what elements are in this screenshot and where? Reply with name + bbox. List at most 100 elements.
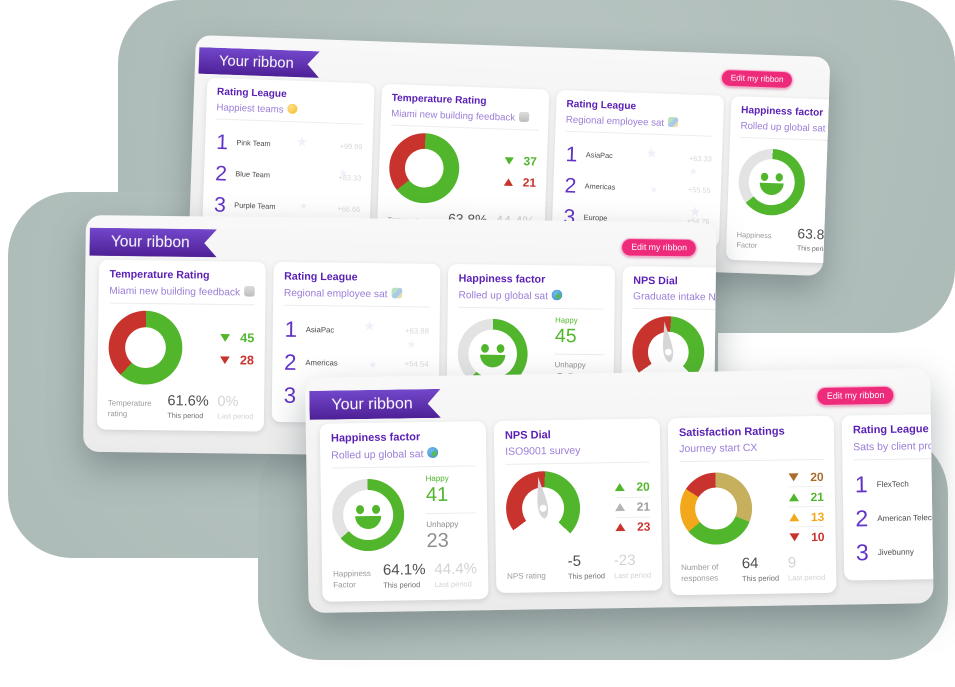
satisfaction-ratings-card: Satisfaction Ratings Journey start CX 20… bbox=[667, 415, 837, 596]
nps-dial-card: NPS Dial ISO9001 survey 20 21 23 NPS rat bbox=[493, 418, 663, 594]
ribbon-banner: Your ribbon bbox=[89, 228, 217, 258]
metric-label: Number of responses bbox=[680, 562, 719, 583]
ribbon-banner: Your ribbon bbox=[309, 389, 441, 420]
team-score: +66.66 bbox=[337, 204, 361, 214]
card-title: Rating League bbox=[216, 86, 287, 100]
happy-label: Happy bbox=[425, 473, 449, 484]
divider bbox=[853, 457, 934, 461]
temperature-rating-card: Temperature Rating Miami new building fe… bbox=[96, 259, 266, 432]
gauge-chart bbox=[505, 470, 581, 546]
league-row: 1 AsiaPac +63.88 bbox=[283, 312, 429, 347]
edit-ribbon-button[interactable]: Edit my ribbon bbox=[721, 69, 794, 89]
card-title: Rating League bbox=[284, 270, 358, 284]
card-subtitle: Happiest teams bbox=[216, 102, 284, 116]
dashboard-panel-front: Your ribbon Edit my ribbon Happiness fac… bbox=[305, 368, 934, 613]
divider bbox=[740, 136, 831, 143]
legend-value: 21 bbox=[636, 499, 651, 514]
this-period-label: This period bbox=[383, 580, 421, 590]
divider bbox=[390, 124, 538, 131]
card-title: Happiness factor bbox=[740, 104, 824, 119]
happy-label: Happy bbox=[555, 315, 578, 325]
card-subtitle: Regional employee sat bbox=[565, 114, 665, 129]
smiley-donut-chart bbox=[331, 477, 405, 552]
unhappy-label: Unhappy bbox=[554, 360, 586, 370]
league-row: 1 AsiaPac +63.33 bbox=[564, 138, 712, 174]
team-name: Blue Team bbox=[235, 169, 271, 179]
unhappy-label: Unhappy bbox=[426, 519, 459, 530]
this-period-label: This period bbox=[741, 573, 780, 584]
legend-value: 28 bbox=[239, 352, 255, 368]
this-period-value: 61.6% bbox=[167, 392, 209, 410]
metric-label: Happiness Factor bbox=[333, 569, 371, 590]
card-title: Rating League bbox=[566, 98, 637, 113]
league-row: 1 Pink Team +99.99 bbox=[215, 126, 363, 162]
rank-number: 1 bbox=[565, 141, 578, 167]
team-name: Jivebunny bbox=[877, 546, 914, 557]
divider bbox=[283, 304, 430, 308]
rating-league-card: Rating League Sats by client project ★★★… bbox=[841, 412, 934, 581]
card-subtitle: ISO9001 survey bbox=[505, 444, 581, 458]
rank-number: 1 bbox=[284, 316, 298, 342]
card-subtitle: Miami new building feedback bbox=[390, 108, 516, 124]
nps-dial-card: NPS Dial Graduate intake NPS 9 5 11 bbox=[621, 266, 717, 408]
trend-down-icon bbox=[219, 355, 230, 364]
trend-up-icon bbox=[788, 492, 799, 501]
divider bbox=[458, 306, 604, 310]
team-name: AsiaPac bbox=[305, 324, 335, 334]
this-period-value: -5 bbox=[567, 552, 582, 570]
trend-up-icon bbox=[789, 512, 800, 521]
last-period-label: Last period bbox=[434, 579, 472, 589]
card-subtitle: Miami new building feedback bbox=[109, 285, 241, 299]
team-name: American Telecom bbox=[877, 512, 934, 523]
team-score: +99.99 bbox=[339, 141, 363, 151]
rank-number: 2 bbox=[214, 160, 228, 186]
rank-number: 2 bbox=[283, 349, 297, 375]
smiley-icon bbox=[748, 158, 796, 206]
card-subtitle: Rolled up global sat bbox=[458, 289, 549, 303]
edit-ribbon-button[interactable]: Edit my ribbon bbox=[816, 385, 895, 406]
building-emoji-icon bbox=[518, 111, 530, 123]
smiley-donut-chart bbox=[737, 147, 807, 216]
edit-ribbon-button[interactable]: Edit my ribbon bbox=[621, 238, 697, 258]
card-subtitle: Rolled up global sat bbox=[331, 448, 424, 462]
unhappy-value: 23 bbox=[426, 529, 449, 553]
donut-chart bbox=[679, 471, 753, 545]
card-subtitle: Journey start CX bbox=[679, 441, 758, 456]
legend-value: 21 bbox=[522, 175, 537, 190]
card-row: Happiness factor Rolled up global sat Ha… bbox=[319, 412, 934, 602]
league-row: 2 Americas +55.55 bbox=[563, 169, 711, 205]
metric-label: Temperature rating bbox=[107, 398, 152, 418]
team-score: +83.33 bbox=[338, 173, 362, 183]
team-name: Pink Team bbox=[236, 138, 271, 148]
last-period-value: 44.4% bbox=[434, 560, 478, 578]
rank-number: 3 bbox=[213, 192, 227, 217]
globe-emoji-icon bbox=[551, 289, 563, 301]
trend-up-icon bbox=[615, 522, 626, 532]
needle-icon bbox=[537, 476, 549, 519]
globe-emoji-icon bbox=[427, 446, 439, 459]
card-title: Temperature Rating bbox=[109, 268, 210, 282]
card-title: Happiness factor bbox=[330, 431, 421, 445]
trend-down-icon bbox=[220, 333, 231, 342]
team-name: AsiaPac bbox=[585, 150, 613, 160]
divider bbox=[505, 461, 650, 465]
smiley-icon bbox=[343, 489, 394, 540]
last-period-value: 9 bbox=[787, 554, 797, 572]
card-row: Temperature Rating Miami new building fe… bbox=[96, 259, 717, 438]
trend-up-icon bbox=[614, 482, 625, 492]
legend-value: 45 bbox=[240, 330, 255, 346]
legend-value: 23 bbox=[636, 519, 651, 534]
donut-chart bbox=[108, 310, 183, 385]
league-row: 2 Americas +54.54 bbox=[283, 345, 429, 380]
card-title: Happiness factor bbox=[458, 272, 546, 286]
this-period-label: This period bbox=[167, 410, 204, 421]
metric-label: Happiness Factor bbox=[736, 230, 772, 250]
star-struck-emoji-icon bbox=[287, 103, 298, 115]
team-score: +63.88 bbox=[404, 326, 430, 336]
divider bbox=[632, 308, 717, 311]
trend-up-icon bbox=[615, 502, 626, 512]
happiness-factor-card: Happiness factor Rolled up global sat Ha… bbox=[319, 421, 489, 602]
